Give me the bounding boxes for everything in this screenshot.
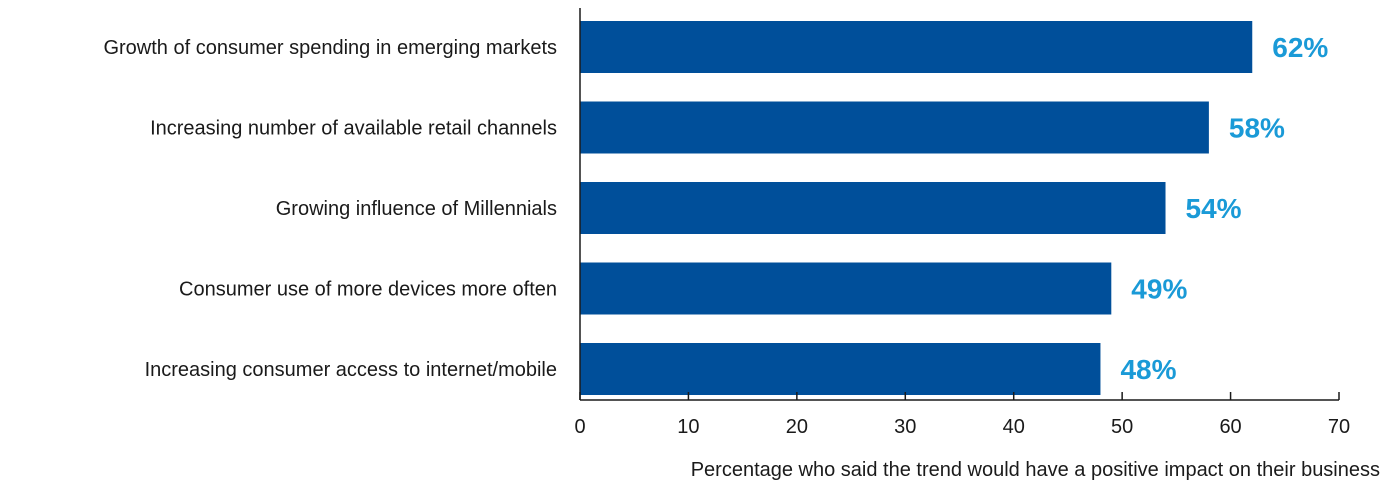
category-label-5: Increasing consumer access to internet/m… (145, 359, 557, 381)
bar-2 (580, 101, 1209, 154)
category-label-4: Consumer use of more devices more often (179, 279, 557, 301)
category-label-1: Growth of consumer spending in emerging … (103, 37, 557, 59)
data-label-5: 48% (1120, 354, 1176, 385)
category-label-3: Growing influence of Millennials (276, 198, 557, 220)
ticks-group: 0 10 20 30 40 50 60 70 (574, 392, 1350, 438)
axes-group (579, 8, 1339, 401)
x-tick-label-40: 40 (1003, 416, 1025, 438)
data-labels-group: 62% 58% 54% 49% 48% (1120, 32, 1328, 385)
data-label-3: 54% (1186, 193, 1242, 224)
x-tick-label-20: 20 (786, 416, 808, 438)
category-labels-group: Growth of consumer spending in emerging … (103, 37, 557, 381)
data-label-1: 62% (1272, 32, 1328, 63)
x-tick-label-50: 50 (1111, 416, 1133, 438)
data-label-4: 49% (1131, 274, 1187, 305)
x-tick-label-0: 0 (574, 416, 585, 438)
x-tick-label-60: 60 (1219, 416, 1241, 438)
x-tick-label-70: 70 (1328, 416, 1350, 438)
bar-3 (580, 182, 1166, 234)
bar-5 (580, 343, 1101, 395)
bar-4 (580, 262, 1112, 315)
bar-1 (580, 21, 1253, 73)
x-tick-label-30: 30 (894, 416, 916, 438)
bars-group (580, 21, 1253, 395)
x-tick-label-10: 10 (677, 416, 699, 438)
category-label-2: Increasing number of available retail ch… (150, 118, 557, 140)
data-label-2: 58% (1229, 113, 1285, 144)
x-axis-title: Percentage who said the trend would have… (691, 459, 1380, 481)
